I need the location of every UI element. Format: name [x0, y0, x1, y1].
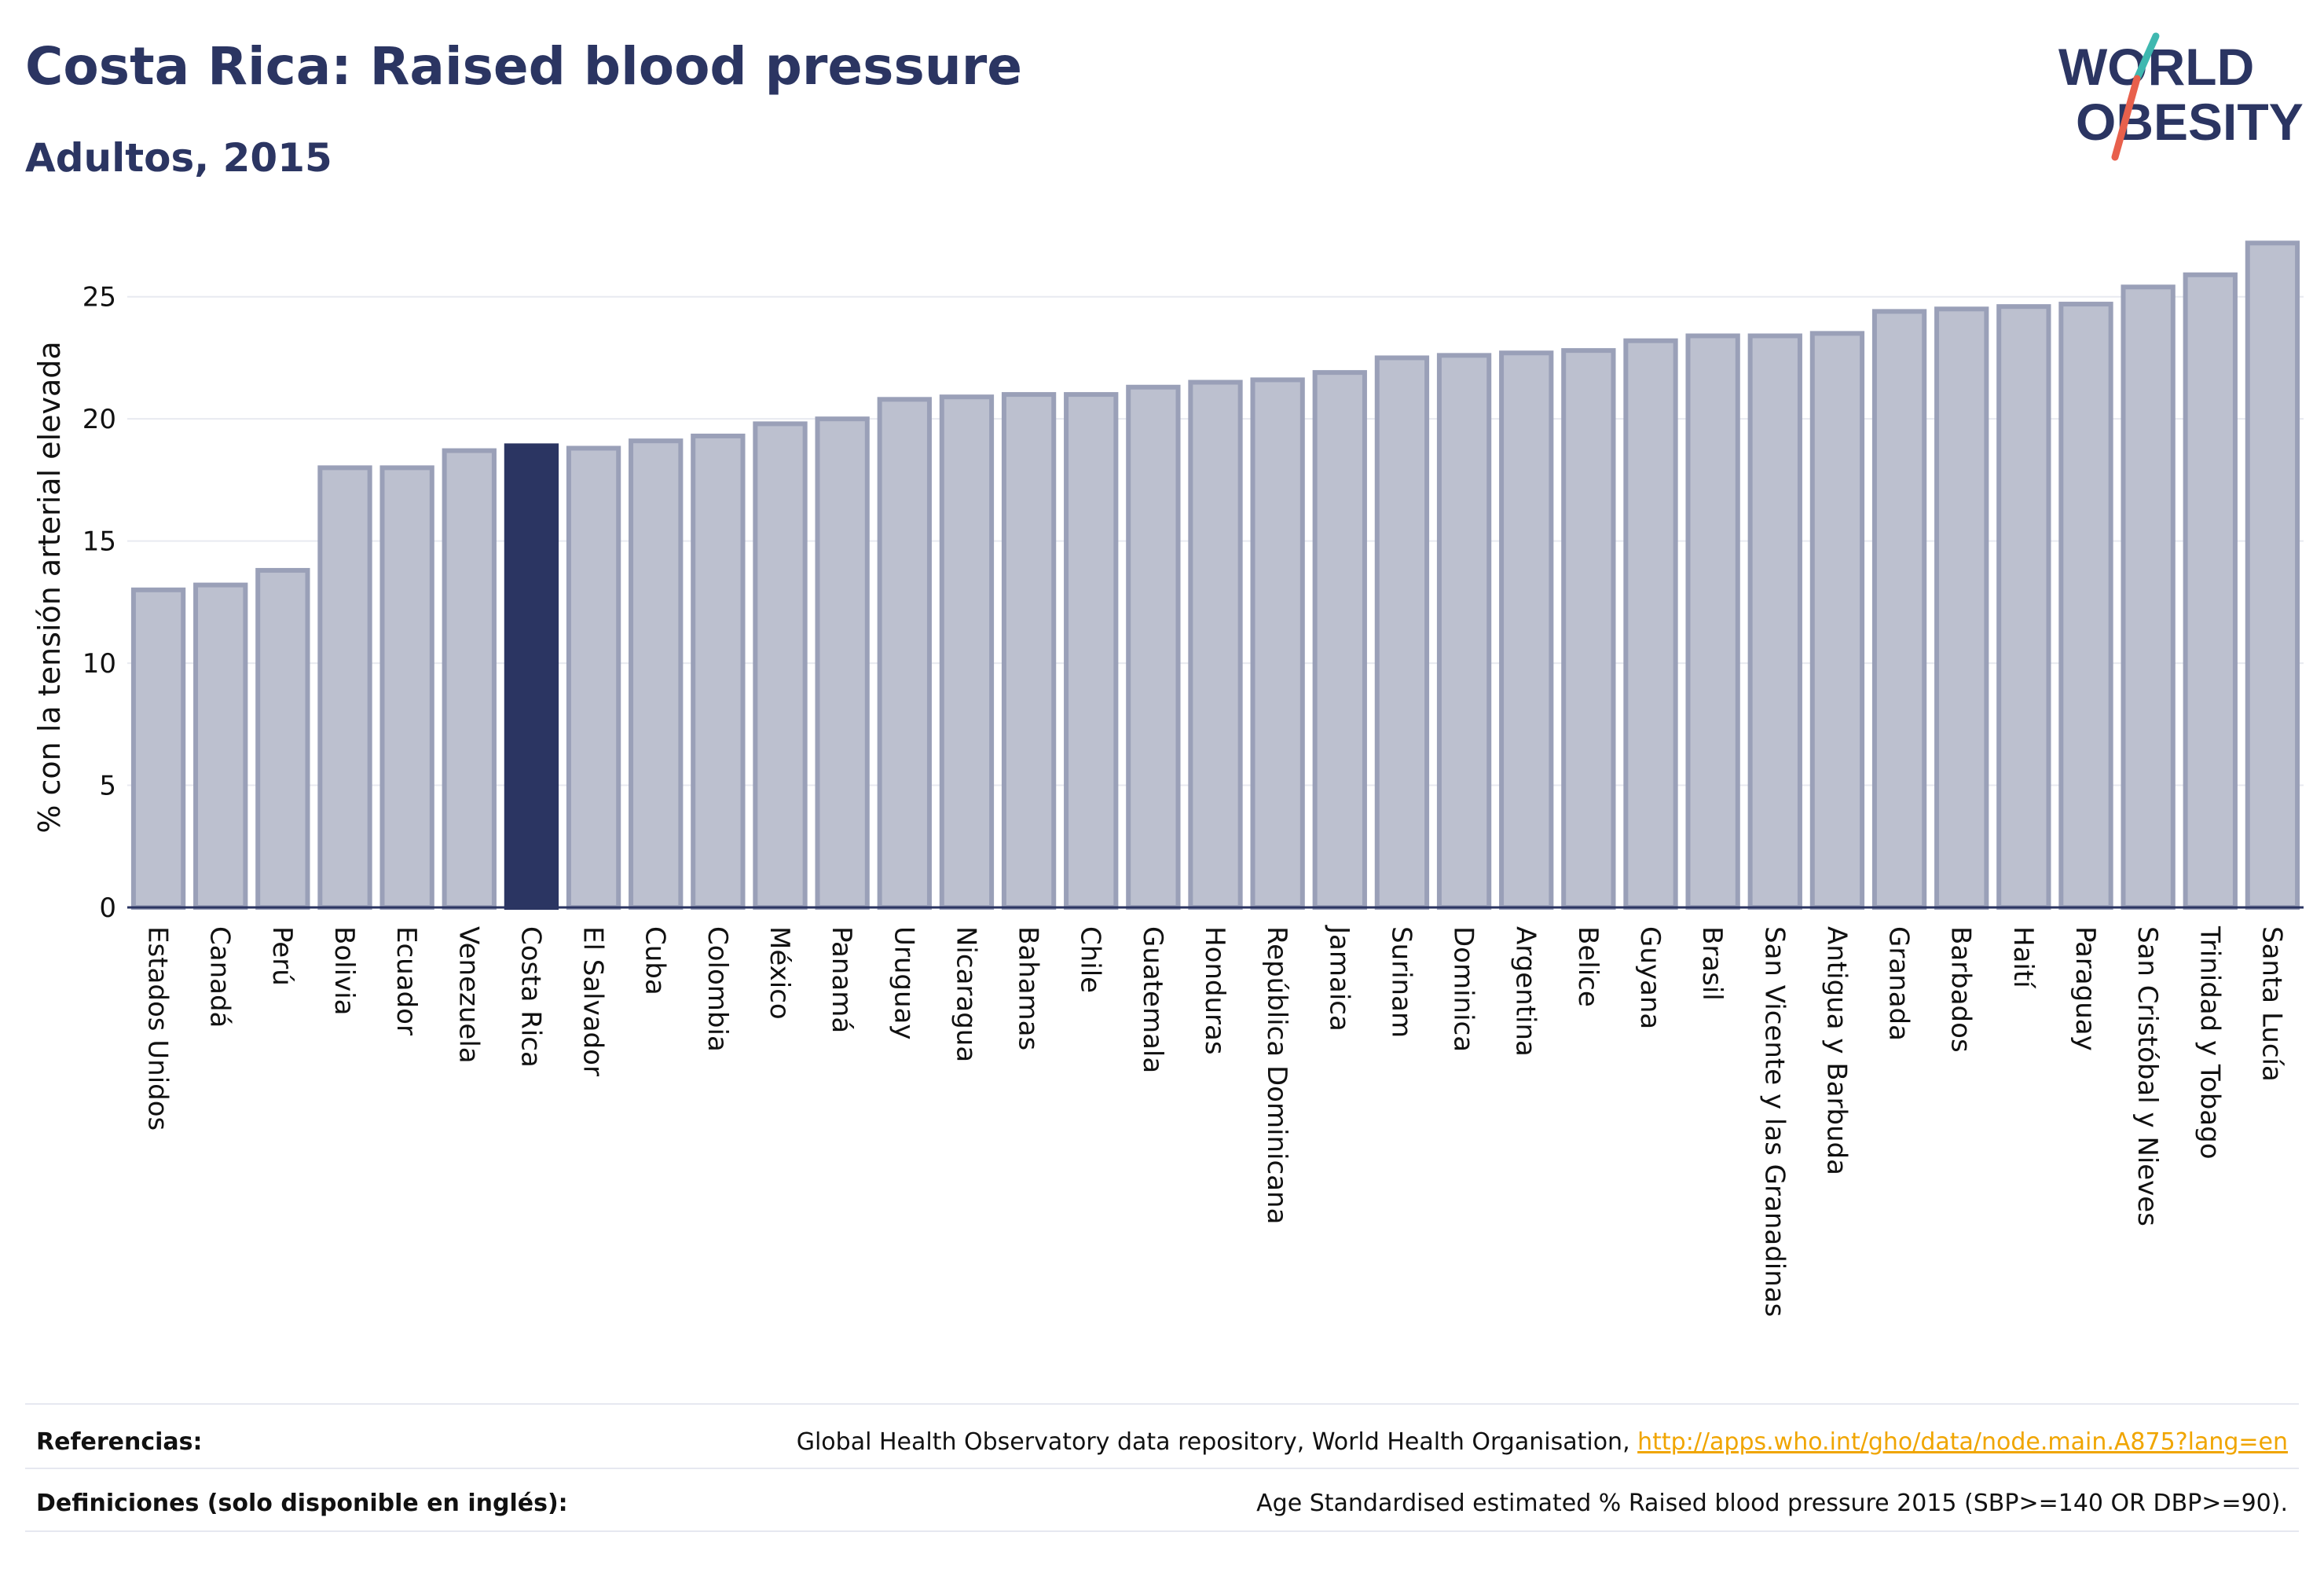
- bar: [130, 587, 186, 910]
- bar: [1809, 331, 1865, 910]
- logo-line1: WORLD: [2058, 38, 2254, 96]
- footer-divider-bottom: [25, 1530, 2299, 1532]
- y-tick-label: 0: [99, 892, 116, 924]
- bar: [1561, 348, 1616, 910]
- bar: [1374, 355, 1430, 911]
- bar: [255, 567, 310, 910]
- x-tick-label: Venezuela: [453, 926, 484, 1064]
- references-text: Global Health Observatory data repositor…: [796, 1428, 1638, 1456]
- bar: [193, 582, 248, 910]
- x-tick-label: San Cristóbal y Nieves: [2132, 926, 2163, 1226]
- definitions-row: Definiciones (solo disponible en inglés)…: [36, 1482, 2288, 1529]
- x-tick-label: Guyana: [1634, 926, 1666, 1029]
- x-tick-label: Colombia: [702, 926, 733, 1052]
- x-tick-label: Bahamas: [1013, 926, 1044, 1050]
- bar: [1996, 304, 2051, 910]
- x-tick-label: Panamá: [826, 926, 857, 1033]
- bar: [815, 416, 870, 910]
- x-tick-label: El Salvador: [577, 926, 609, 1076]
- bar: [1934, 306, 1989, 911]
- bar: [379, 465, 434, 910]
- bar: [1747, 333, 1802, 910]
- x-tick-label: Ecuador: [390, 926, 422, 1035]
- x-tick-label: Chile: [1075, 926, 1106, 993]
- x-tick-label: Granada: [1883, 926, 1915, 1041]
- bar: [2183, 272, 2238, 910]
- y-tick-label: 20: [82, 404, 116, 435]
- references-label: Referencias:: [36, 1428, 203, 1456]
- bar: [1312, 370, 1367, 911]
- page-subtitle: Adultos, 2015: [25, 135, 332, 181]
- x-tick-label: México: [764, 926, 795, 1020]
- page-title: Costa Rica: Raised blood pressure: [25, 36, 1023, 97]
- y-tick-label: 5: [99, 771, 116, 802]
- x-tick-label: Trinidad y Tobago: [2194, 925, 2225, 1160]
- bar: [1001, 392, 1057, 911]
- logo-slash-coral: [2111, 75, 2141, 161]
- x-tick-label: Haití: [2007, 926, 2039, 989]
- references-value: Global Health Observatory data repositor…: [797, 1428, 2288, 1456]
- x-tick-label: Estados Unidos: [142, 926, 174, 1131]
- bar: [442, 448, 497, 910]
- footer-divider-mid: [25, 1468, 2299, 1469]
- x-tick-label: Argentina: [1510, 926, 1541, 1057]
- y-axis-label: % con la tensión arterial elevada: [32, 341, 67, 833]
- logo-line2: OBESITY: [2076, 93, 2304, 151]
- bar: [877, 397, 932, 910]
- x-tick-label: Belice: [1572, 926, 1604, 1007]
- x-tick-label: Perú: [266, 926, 298, 986]
- x-tick-label: Honduras: [1199, 926, 1230, 1055]
- x-tick-label: Dominica: [1448, 926, 1479, 1052]
- y-tick-label: 15: [82, 526, 116, 558]
- x-tick-label: Cuba: [640, 926, 671, 995]
- bar: [691, 433, 746, 910]
- bar: [1436, 353, 1492, 910]
- x-tick-label: Uruguay: [888, 926, 919, 1040]
- bar: [566, 445, 621, 910]
- logo-slash-teal: [2133, 32, 2160, 82]
- bar: [939, 394, 995, 910]
- x-tick-label: Antigua y Barbuda: [1820, 926, 1852, 1175]
- bar: [2121, 284, 2176, 911]
- x-tick-label: Nicaragua: [950, 926, 981, 1062]
- bar-highlight: [504, 443, 559, 910]
- x-tick-label: Paraguay: [2069, 926, 2101, 1051]
- x-tick-label: Canadá: [204, 926, 236, 1028]
- bar: [2245, 240, 2300, 910]
- bar: [1871, 309, 1927, 910]
- x-tick-label: Santa Lucía: [2256, 926, 2287, 1082]
- y-tick-label: 25: [82, 282, 116, 313]
- x-tick-label: Jamaica: [1323, 925, 1354, 1032]
- bar: [2058, 302, 2113, 910]
- world-obesity-logo: WORLD OBESITY: [2058, 32, 2304, 161]
- footer-divider-top: [25, 1403, 2299, 1405]
- bar-chart: 0 5 10 15 20 25 % con la tensión arterial elev…: [32, 240, 2304, 1317]
- x-tick-label: República Dominicana: [1261, 926, 1292, 1224]
- references-link[interactable]: http://apps.who.int/gho/data/node.main.A…: [1637, 1428, 2288, 1456]
- y-tick-label: 10: [82, 648, 116, 680]
- bar: [629, 438, 684, 910]
- bar: [753, 421, 808, 910]
- x-tick-label: Surinam: [1385, 926, 1417, 1038]
- x-tick-label: Barbados: [1945, 926, 1977, 1053]
- bar: [1685, 333, 1740, 910]
- x-tick-label: Costa Rica: [515, 926, 546, 1068]
- definitions-label: Definiciones (solo disponible en inglés)…: [36, 1490, 568, 1517]
- bar: [317, 465, 372, 910]
- bar: [1188, 379, 1243, 910]
- x-tick-label: Brasil: [1696, 926, 1728, 1001]
- bar: [1250, 377, 1305, 911]
- references-row: Referencias: Global Health Observatory d…: [36, 1420, 2288, 1468]
- x-tick-label: San Vicente y las Granadinas: [1758, 926, 1790, 1317]
- x-tick-label: Guatemala: [1137, 926, 1168, 1073]
- definitions-value: Age Standardised estimated % Raised bloo…: [1256, 1490, 2288, 1517]
- x-tick-label: Bolivia: [328, 926, 360, 1015]
- bar: [1126, 384, 1181, 911]
- bar: [1623, 338, 1678, 910]
- bar: [1499, 350, 1554, 910]
- bar: [1064, 392, 1119, 911]
